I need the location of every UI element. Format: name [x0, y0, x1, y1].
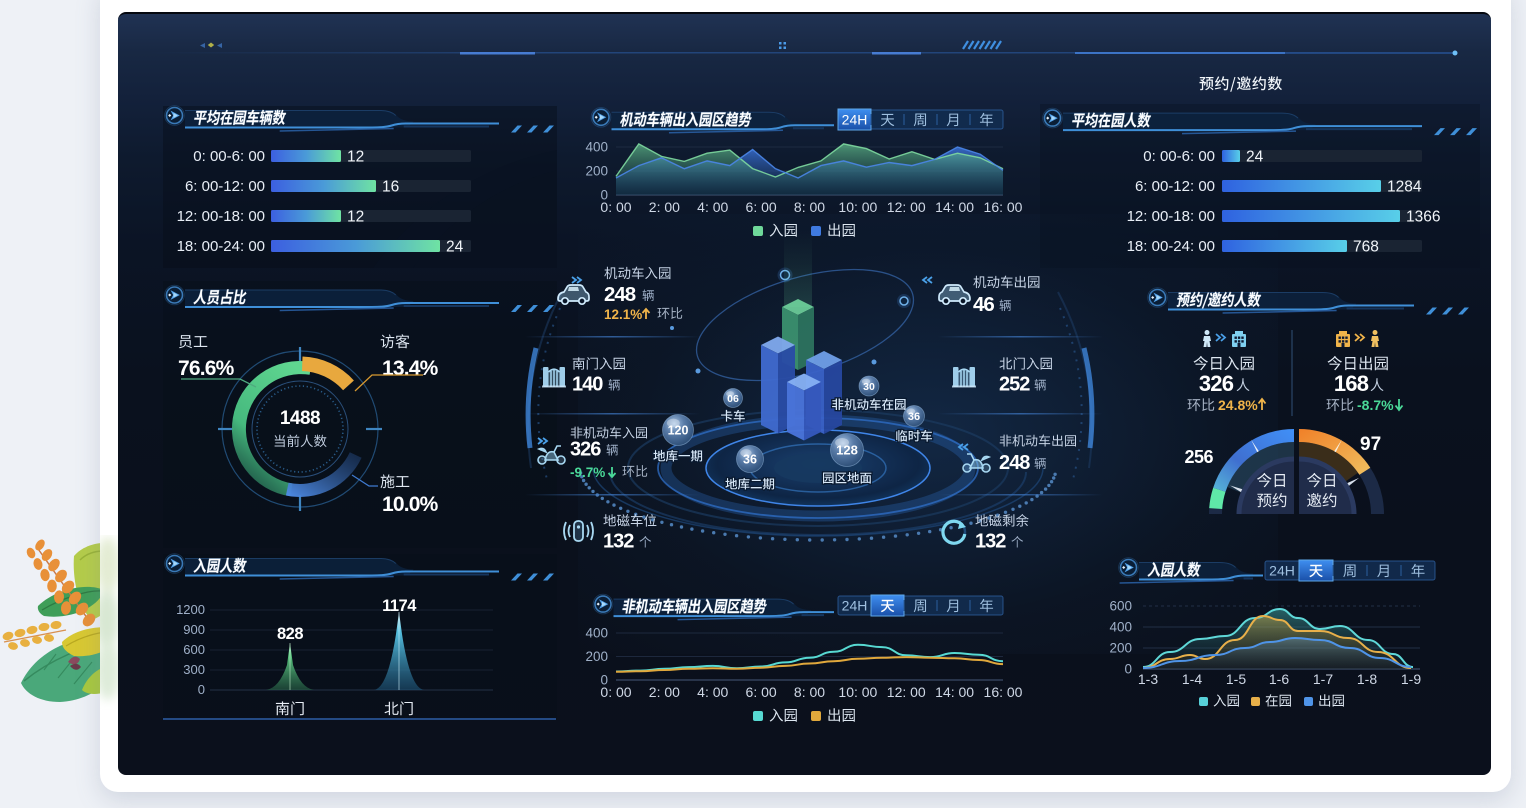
svg-text:828: 828 [277, 625, 303, 643]
svg-text:12: 12 [347, 149, 364, 166]
svg-text:400: 400 [585, 626, 608, 641]
svg-text:06: 06 [727, 393, 739, 405]
svg-text:13.4%: 13.4% [382, 357, 439, 380]
svg-text:14: 00: 14: 00 [935, 684, 974, 700]
svg-text:0: 00: 0: 00 [600, 684, 631, 700]
svg-text:168: 168 [1334, 371, 1369, 396]
svg-text:24H: 24H [842, 112, 868, 128]
svg-text:12.1%: 12.1% [604, 307, 642, 322]
svg-text:46: 46 [973, 293, 994, 316]
svg-text:16: 16 [382, 179, 399, 196]
svg-text:0: 0 [600, 673, 608, 688]
svg-text:600: 600 [1109, 599, 1132, 614]
svg-text:4: 00: 4: 00 [697, 684, 728, 700]
svg-text:8: 00: 8: 00 [794, 199, 825, 215]
svg-text:6: 00: 6: 00 [746, 199, 777, 215]
svg-text:256: 256 [1184, 447, 1213, 467]
svg-text:24: 24 [446, 239, 464, 256]
svg-text:1-9: 1-9 [1401, 671, 1421, 687]
svg-text:76.6%: 76.6% [178, 357, 235, 380]
svg-text:1200: 1200 [176, 602, 205, 617]
svg-text:-9.7%: -9.7% [570, 465, 605, 480]
svg-text:1-5: 1-5 [1226, 671, 1246, 687]
svg-text:1-7: 1-7 [1313, 671, 1333, 687]
svg-text:326: 326 [570, 439, 601, 461]
svg-text:24.8%: 24.8% [1218, 397, 1258, 413]
svg-text:14: 00: 14: 00 [935, 199, 974, 215]
svg-text:120: 120 [668, 424, 689, 438]
svg-text:1174: 1174 [382, 597, 417, 615]
svg-text:97: 97 [1360, 434, 1381, 455]
svg-text:12: 00-18: 00: 12: 00-18: 00 [177, 208, 265, 225]
svg-text:128: 128 [836, 443, 858, 458]
svg-text:200: 200 [585, 649, 608, 664]
svg-text:326: 326 [1199, 371, 1234, 396]
svg-text:4: 00: 4: 00 [697, 199, 728, 215]
svg-text:1-6: 1-6 [1269, 671, 1289, 687]
svg-text:140: 140 [572, 374, 603, 396]
svg-text:6: 00-12: 00: 6: 00-12: 00 [1135, 178, 1215, 195]
svg-text:900: 900 [183, 622, 205, 637]
svg-text:-8.7%: -8.7% [1357, 397, 1394, 413]
svg-text:36: 36 [743, 453, 757, 467]
svg-text:0: 00-6: 00: 0: 00-6: 00 [1143, 148, 1215, 165]
svg-text:24H: 24H [1269, 563, 1295, 579]
svg-text:400: 400 [585, 140, 608, 155]
svg-text:1-4: 1-4 [1182, 671, 1202, 687]
svg-text:132: 132 [603, 531, 634, 553]
svg-text:10: 00: 10: 00 [838, 684, 877, 700]
svg-text:18: 00-24: 00: 18: 00-24: 00 [177, 238, 265, 255]
svg-text:18: 00-24: 00: 18: 00-24: 00 [1127, 238, 1215, 255]
svg-text:0: 00: 0: 00 [600, 199, 631, 215]
svg-text:252: 252 [999, 374, 1030, 396]
svg-text:248: 248 [999, 452, 1030, 474]
svg-text:0: 0 [198, 682, 205, 697]
svg-text:36: 36 [908, 411, 920, 423]
svg-text:10: 00: 10: 00 [838, 199, 877, 215]
svg-text:10.0%: 10.0% [382, 493, 439, 516]
svg-text:600: 600 [183, 642, 205, 657]
svg-text:1284: 1284 [1387, 179, 1422, 196]
svg-text:132: 132 [975, 531, 1006, 553]
svg-text:400: 400 [1109, 620, 1132, 635]
svg-text:2: 00: 2: 00 [649, 684, 680, 700]
svg-text:1-3: 1-3 [1138, 671, 1158, 687]
svg-text:12: 00-18: 00: 12: 00-18: 00 [1127, 208, 1215, 225]
svg-text:8: 00: 8: 00 [794, 684, 825, 700]
svg-text:12: 00: 12: 00 [887, 199, 926, 215]
svg-text:0: 0 [1124, 662, 1132, 677]
svg-text:1488: 1488 [280, 408, 320, 429]
svg-text:200: 200 [585, 164, 608, 179]
svg-text:2: 00: 2: 00 [649, 199, 680, 215]
svg-text:16: 00: 16: 00 [984, 684, 1023, 700]
svg-text:248: 248 [604, 283, 636, 306]
svg-text:24H: 24H [842, 598, 868, 614]
svg-text:1366: 1366 [1406, 209, 1440, 226]
svg-text:12: 12 [347, 209, 364, 226]
svg-text:0: 00-6: 00: 0: 00-6: 00 [193, 148, 265, 165]
svg-text:6: 00: 6: 00 [746, 684, 777, 700]
svg-text:1-8: 1-8 [1357, 671, 1377, 687]
svg-text:30: 30 [863, 381, 875, 393]
svg-text:200: 200 [1109, 641, 1132, 656]
svg-text:6: 00-12: 00: 6: 00-12: 00 [185, 178, 265, 195]
svg-text:768: 768 [1353, 239, 1379, 256]
svg-text:24: 24 [1246, 149, 1264, 166]
svg-text:16: 00: 16: 00 [984, 199, 1023, 215]
svg-text:12: 00: 12: 00 [887, 684, 926, 700]
svg-text:0: 0 [600, 188, 608, 203]
svg-text:300: 300 [183, 662, 205, 677]
